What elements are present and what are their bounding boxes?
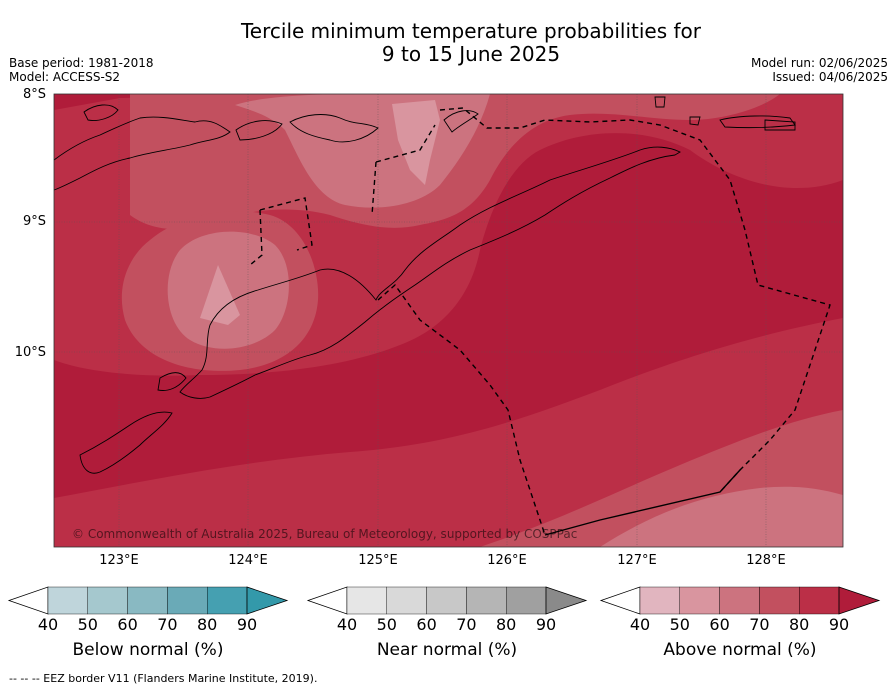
coastlines (53, 96, 796, 474)
lon-label-126e: 126°E (487, 553, 527, 568)
north-island-1 (83, 104, 119, 121)
lon-label-125e: 125°E (358, 553, 398, 568)
colorbar-tick-label: 50 (77, 615, 98, 634)
colorbar-segment (87, 586, 128, 615)
colorbar-extend-low (7, 586, 49, 615)
east-island-2 (764, 119, 796, 131)
model-name: Model: ACCESS-S2 (9, 70, 121, 84)
lat-label-10s: 10°S (14, 345, 46, 360)
flores-island (53, 116, 231, 191)
colorbar-tick-label: 70 (456, 615, 477, 634)
colorbar-segment (506, 586, 547, 615)
colorbar-segment (386, 586, 427, 615)
colorbar-tick-label: 40 (37, 615, 59, 634)
colorbar-tick-label: 60 (416, 615, 437, 634)
colorbar-label-below: Below normal (%) (72, 640, 224, 660)
colorbar-segment (466, 586, 507, 615)
lon-label-123e: 123°E (99, 553, 139, 568)
colorbar-near-normal (306, 586, 588, 615)
timor-island (179, 146, 681, 399)
colorbar-above-normal (599, 586, 881, 615)
colorbar-tick-label: 60 (117, 615, 138, 634)
colorbar-segment (127, 586, 168, 615)
eez-solid (544, 469, 741, 536)
lat-label-8s: 8°S (22, 87, 46, 102)
colorbar-extend-high (838, 586, 881, 615)
colorbar-tick-label: 80 (496, 615, 517, 634)
graticule (54, 94, 843, 547)
colorbar-tick-label: 90 (828, 615, 850, 634)
title-line-2: 9 to 15 June 2025 (381, 42, 561, 66)
small-island-1 (654, 96, 666, 108)
colorbar-segment (346, 586, 387, 615)
colorbar-segment (679, 586, 720, 615)
prob-zone-50-60-south (600, 486, 843, 547)
sumba-island (79, 411, 173, 474)
alor-island (289, 114, 379, 143)
prob-zone-40-50-west (200, 265, 240, 325)
title-line-1: Tercile minimum temperature probabilitie… (240, 19, 702, 43)
wetar-island (443, 110, 479, 133)
colorbar-tick-label: 80 (789, 615, 810, 634)
colorbar-tick-label: 40 (336, 615, 358, 634)
colorbar-segment (426, 586, 467, 615)
colorbar-segment (719, 586, 760, 615)
map-frame (53, 93, 844, 548)
issued-date: Issued: 04/06/2025 (772, 70, 888, 84)
colorbar-tick-label: 50 (376, 615, 397, 634)
colorbar-extend-low (306, 586, 348, 615)
base-period: Base period: 1981-2018 (9, 56, 154, 70)
colorbar-tick-label: 90 (535, 615, 557, 634)
colorbar-tick-label: 60 (709, 615, 730, 634)
colorbar-extend-high (545, 586, 588, 615)
colorbar-label-near: Near normal (%) (376, 640, 518, 660)
lon-label-127e: 127°E (617, 553, 657, 568)
colorbar-tick-label: 50 (669, 615, 690, 634)
colorbar-extend-high (246, 586, 289, 615)
small-island-2 (689, 116, 701, 126)
colorbar-label-above: Above normal (%) (663, 640, 817, 660)
colorbar-tick-label: 80 (197, 615, 218, 634)
colorbar-tick-label: 70 (157, 615, 178, 634)
colorbar-tick-label: 90 (236, 615, 258, 634)
eez-footer-note: -- -- -- EEZ border V11 (Flanders Marine… (9, 672, 318, 685)
colorbar-extend-low (599, 586, 641, 615)
rote-island (157, 372, 187, 391)
colorbar-segment (206, 586, 248, 615)
colorbar-segment (639, 586, 680, 615)
colorbar-tick-label: 70 (749, 615, 770, 634)
prob-zone-40-50-north (392, 100, 440, 185)
lon-label-124e: 124°E (228, 553, 268, 568)
colorbar-tick-label: 40 (629, 615, 651, 634)
colorbar-below-normal (7, 586, 289, 615)
colorbar-segment (167, 586, 208, 615)
lon-label-128e: 128°E (746, 553, 786, 568)
colorbar-segment (799, 586, 840, 615)
colorbar-segment (47, 586, 88, 615)
pantar-island (235, 120, 283, 141)
colorbar-segment (759, 586, 800, 615)
eez-border (249, 107, 831, 536)
copyright-text: © Commonwealth of Australia 2025, Bureau… (72, 527, 577, 541)
lat-label-9s: 9°S (22, 214, 46, 229)
model-run: Model run: 02/06/2025 (750, 56, 888, 70)
